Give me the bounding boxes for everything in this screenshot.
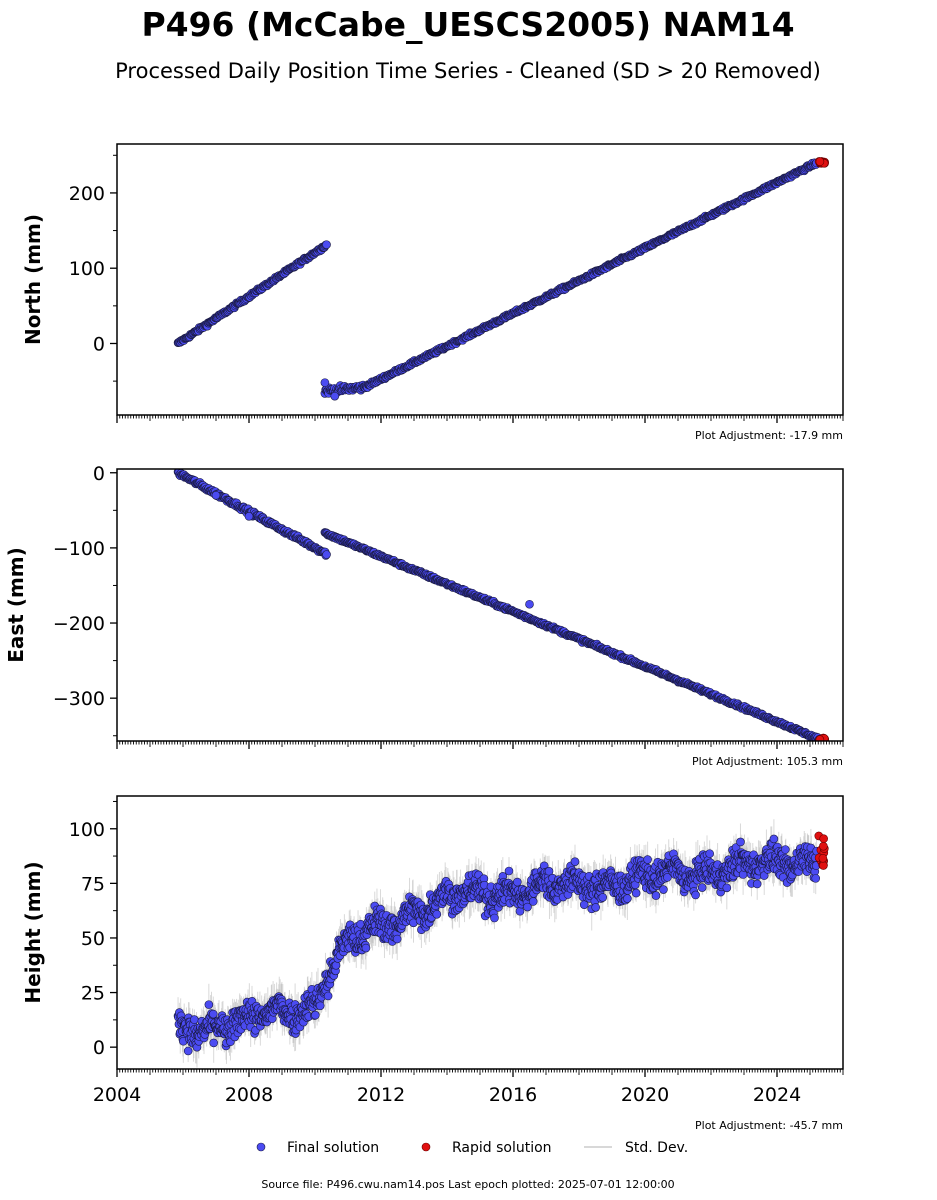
data-point	[631, 888, 641, 898]
rapid-points	[814, 157, 829, 168]
data-point	[515, 906, 525, 916]
data-point	[623, 894, 632, 903]
data-point	[513, 877, 522, 887]
data-point	[523, 902, 532, 912]
data-point	[432, 909, 442, 919]
y-tick-label: −100	[53, 538, 105, 560]
y-axis-label: North (mm)	[21, 214, 45, 345]
y-axis-label: East (mm)	[4, 547, 28, 663]
panel-0: 0 100 200 North (mm) Plot Adjustment: -17.9 …	[21, 143, 844, 442]
data-point	[659, 885, 668, 894]
std-dev-bars	[177, 819, 818, 1068]
data-point	[528, 897, 538, 906]
data-point	[190, 1015, 199, 1024]
rapid-points	[815, 733, 830, 741]
data-point	[204, 1000, 214, 1009]
rapid-point	[815, 735, 825, 741]
data-point	[315, 1001, 325, 1011]
data-point	[322, 240, 331, 249]
y-tick-label: 200	[69, 183, 105, 205]
final-points	[173, 834, 821, 1056]
plot-adjustment-label: Plot Adjustment: -17.9 mm	[695, 429, 843, 442]
data-point	[323, 991, 333, 1001]
plot-adjustment-label: Plot Adjustment: 105.3 mm	[692, 755, 843, 768]
data-point	[544, 866, 554, 876]
outlier-point	[211, 490, 221, 500]
final-points	[173, 469, 825, 741]
data-point	[392, 934, 402, 944]
panels: 0 100 200 North (mm) Plot Adjustment: -17.9 …	[4, 143, 844, 1132]
y-tick-label: 0	[93, 463, 105, 485]
data-point	[490, 913, 499, 923]
data-point	[663, 873, 672, 882]
data-point	[311, 1010, 320, 1020]
data-point	[591, 903, 600, 912]
data-point	[322, 550, 331, 559]
y-tick-label: 100	[69, 258, 105, 280]
rapid-point	[815, 157, 825, 166]
outlier-point	[525, 599, 534, 609]
data-point	[598, 893, 608, 902]
chart-subtitle: Processed Daily Position Time Series - C…	[115, 59, 821, 83]
data-point	[651, 891, 661, 900]
final-points	[173, 158, 821, 401]
data-point	[361, 943, 371, 953]
data-point	[643, 855, 652, 864]
data-point	[504, 866, 514, 876]
data-point	[209, 1038, 218, 1048]
plot-area	[173, 469, 830, 741]
plot-frame	[116, 143, 844, 416]
plot-area	[173, 819, 829, 1068]
data-point	[570, 857, 580, 866]
outlier-point	[330, 391, 340, 401]
outlier-point	[244, 512, 254, 521]
y-tick-label: −200	[53, 613, 105, 635]
plot-area	[173, 157, 829, 401]
panel-1: 0 −100 −200 −300 East (mm) Plot Adjustment: 1…	[4, 463, 844, 768]
y-tick-label: −300	[53, 688, 105, 710]
y-tick-label: 0	[93, 333, 105, 355]
outlier-point	[320, 378, 330, 387]
data-point	[208, 1009, 218, 1019]
chart-title: P496 (McCabe_UESCS2005) NAM14	[141, 5, 794, 44]
data-point	[183, 1046, 193, 1056]
